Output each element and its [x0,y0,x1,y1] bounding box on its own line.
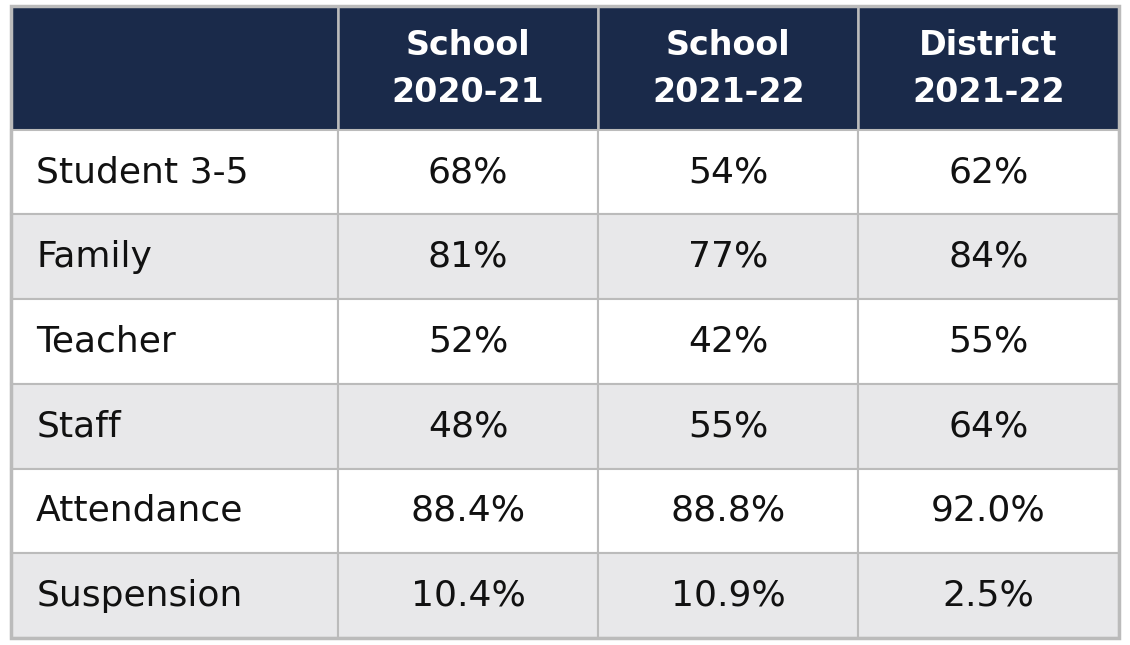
Text: 92.0%: 92.0% [931,494,1046,528]
Bar [859,553,1119,638]
Text: 55%: 55% [688,409,768,443]
Bar [338,468,598,553]
Bar [598,299,859,384]
Text: Student 3-5: Student 3-5 [36,155,249,189]
Bar [859,6,1119,130]
Text: Teacher: Teacher [36,324,176,359]
Text: 62%: 62% [948,155,1028,189]
Bar [338,384,598,468]
Bar [11,299,338,384]
Bar [598,130,859,214]
Bar [11,6,338,130]
Bar [859,299,1119,384]
Text: Suspension: Suspension [36,579,243,613]
Text: School: School [406,30,530,63]
Text: 48%: 48% [428,409,508,443]
Bar [859,214,1119,299]
Bar [11,214,338,299]
Text: District: District [920,30,1058,63]
Text: Attendance: Attendance [36,494,244,528]
Bar [338,299,598,384]
Bar [11,384,338,468]
Text: 81%: 81% [428,240,508,273]
Text: 10.9%: 10.9% [671,579,785,613]
Text: School: School [666,30,791,63]
Text: 2021-22: 2021-22 [912,76,1064,109]
Text: 64%: 64% [948,409,1028,443]
Bar [11,468,338,553]
Bar [598,6,859,130]
Bar [859,468,1119,553]
Text: 2021-22: 2021-22 [652,76,805,109]
Bar [338,214,598,299]
Bar [338,6,598,130]
Text: 42%: 42% [688,324,768,359]
Text: 77%: 77% [688,240,768,273]
Text: 2.5%: 2.5% [942,579,1035,613]
Text: Staff: Staff [36,409,121,443]
Text: 68%: 68% [428,155,508,189]
Text: 10.4%: 10.4% [410,579,525,613]
Bar [11,130,338,214]
Text: 2020-21: 2020-21 [392,76,545,109]
Bar [598,214,859,299]
Text: 84%: 84% [948,240,1028,273]
Text: 54%: 54% [688,155,768,189]
Bar [338,553,598,638]
Bar [859,384,1119,468]
Text: 55%: 55% [948,324,1028,359]
Bar [598,384,859,468]
Bar [859,130,1119,214]
Text: 88.8%: 88.8% [671,494,786,528]
Bar [598,468,859,553]
Text: 52%: 52% [428,324,508,359]
Bar [598,553,859,638]
Bar [338,130,598,214]
Bar [11,553,338,638]
Text: Family: Family [36,240,153,273]
Text: 88.4%: 88.4% [410,494,525,528]
